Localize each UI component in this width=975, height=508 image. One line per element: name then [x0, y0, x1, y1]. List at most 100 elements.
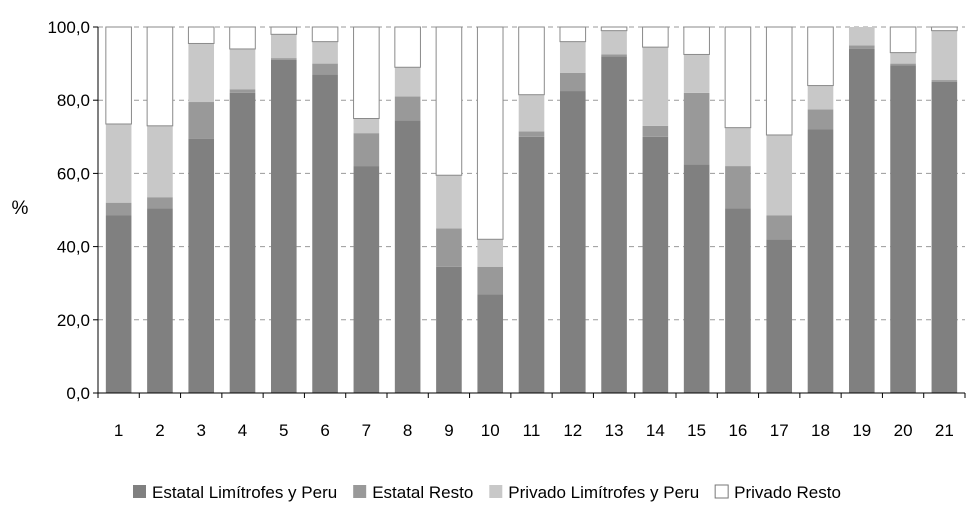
- x-tick-label: 7: [362, 421, 371, 440]
- bar-segment: [559, 72, 586, 92]
- legend-label: Estatal Resto: [372, 483, 473, 502]
- bar-segment: [312, 41, 338, 64]
- bar-segment: [642, 125, 669, 137]
- bar-segment: [188, 43, 215, 103]
- x-tick-label: 14: [646, 421, 665, 440]
- bar-segment: [476, 26, 504, 240]
- y-tick-label: 60,0: [57, 164, 90, 183]
- bar-segment: [105, 215, 132, 393]
- bar-segment: [642, 47, 669, 126]
- bar-segment: [642, 136, 669, 394]
- bar-segment: [559, 91, 586, 394]
- bar-segment: [889, 26, 917, 54]
- legend-swatch: [489, 485, 503, 498]
- y-tick-label: 40,0: [57, 238, 90, 257]
- x-tick-label: 2: [155, 421, 164, 440]
- bar-segment: [270, 58, 297, 60]
- legend: Estatal Limítrofes y Peru Estatal Resto Pr…: [133, 483, 841, 502]
- bar-segment: [477, 266, 504, 295]
- x-tick-label: 12: [563, 421, 582, 440]
- x-tick-label: 9: [444, 421, 453, 440]
- bar-segment: [477, 239, 504, 267]
- x-tick-label: 4: [238, 421, 247, 440]
- bar-segment: [807, 109, 834, 130]
- bar-segment: [642, 26, 669, 48]
- legend-swatch: [714, 484, 729, 499]
- bar-segment: [848, 27, 875, 46]
- bar-segment: [270, 26, 298, 35]
- legend-label: Estatal Limítrofes y Peru: [152, 483, 337, 502]
- legend-label: Privado Resto: [734, 483, 841, 502]
- bar-segment: [147, 125, 173, 198]
- bar-segment: [394, 67, 421, 97]
- x-tick-label: 19: [852, 421, 871, 440]
- bar-segment: [601, 54, 627, 57]
- bar-segment: [312, 63, 338, 75]
- bar-segment: [518, 94, 545, 132]
- bar-segment: [518, 26, 545, 96]
- bar-segment: [683, 164, 710, 393]
- bar-segment: [146, 26, 174, 127]
- axes: [93, 26, 966, 398]
- bar-segment: [105, 26, 132, 125]
- bar-segment: [807, 129, 834, 394]
- bar-segment: [931, 30, 958, 81]
- bar-segment: [436, 175, 462, 229]
- x-tick-label: 17: [770, 421, 789, 440]
- legend-swatch: [353, 485, 367, 498]
- bar-segment: [353, 26, 380, 119]
- bar-segment: [229, 26, 256, 50]
- x-tick-label: 6: [320, 421, 329, 440]
- bar-segment: [890, 63, 916, 66]
- bar-segment: [890, 65, 916, 394]
- x-tick-label: 5: [279, 421, 288, 440]
- bar-segment: [601, 56, 627, 393]
- bar-segment: [518, 136, 545, 394]
- bar-segment: [601, 30, 627, 55]
- x-tick-labels: 1 2 3 4 5 6 7 8 9 10 11 12 13 14 15 16 17 18 19 20 21: [114, 421, 954, 440]
- bar-segment: [147, 208, 173, 393]
- bar-segment: [394, 120, 421, 393]
- bar-segment: [683, 92, 710, 165]
- bar-segment: [766, 134, 793, 216]
- bar-segment: [807, 85, 834, 110]
- x-tick-label: 1: [114, 421, 123, 440]
- bar-segment: [931, 80, 958, 82]
- bar-segment: [683, 26, 710, 55]
- x-tick-label: 20: [894, 421, 913, 440]
- bar-segment: [848, 48, 875, 394]
- bar-segment: [188, 102, 215, 139]
- y-tick-label: 20,0: [57, 311, 90, 330]
- bar-segment: [147, 197, 173, 209]
- bar-segment: [518, 131, 545, 137]
- legend-swatch: [133, 485, 146, 498]
- bar-segment: [436, 266, 462, 393]
- bar-segment: [270, 59, 297, 393]
- bar-segment: [187, 26, 215, 44]
- bar-segment: [394, 26, 421, 68]
- y-axis-label: %: [12, 198, 29, 219]
- bar-segment: [725, 208, 751, 393]
- x-tick-label: 13: [605, 421, 624, 440]
- bar-segment: [848, 45, 875, 49]
- bar-segment: [931, 81, 958, 394]
- bar-segment: [312, 74, 338, 393]
- bar-segment: [105, 123, 132, 203]
- legend-label: Privado Limítrofes y Peru: [508, 483, 699, 502]
- x-tick-label: 15: [687, 421, 706, 440]
- bar-segment: [600, 26, 628, 32]
- bar-segment: [559, 41, 586, 73]
- y-tick-labels: 0,0 20,0 40,0 60,0 80,0 100,0: [47, 18, 90, 403]
- x-tick-label: 8: [403, 421, 412, 440]
- bar-segment: [394, 96, 421, 121]
- bar-segment: [765, 26, 793, 136]
- bar-segment: [725, 127, 751, 167]
- x-tick-label: 18: [811, 421, 830, 440]
- bar-segment: [311, 26, 339, 43]
- bar-segment: [477, 294, 504, 393]
- bar-segment: [353, 133, 380, 167]
- x-tick-label: 10: [481, 421, 500, 440]
- bar-segment: [683, 54, 710, 93]
- x-tick-label: 21: [935, 421, 954, 440]
